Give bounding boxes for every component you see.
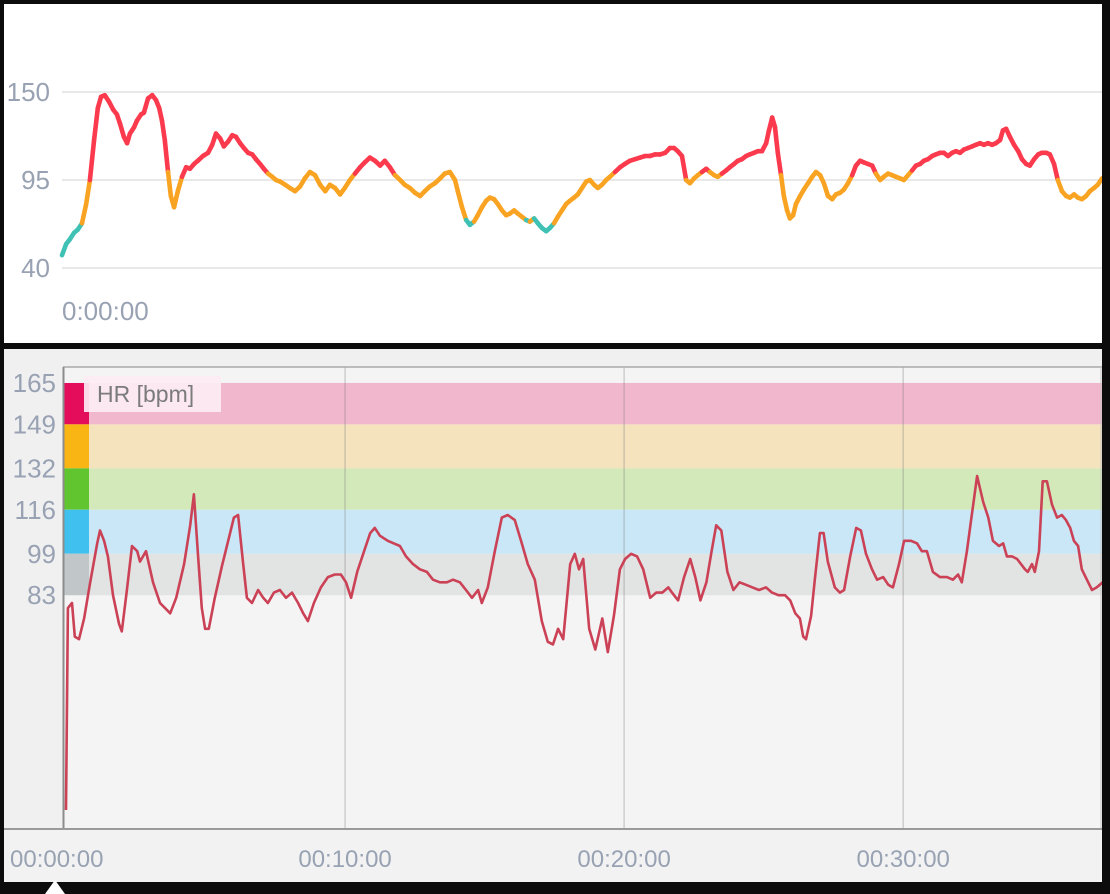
x-tick-label: 00:20:00 [577, 846, 670, 873]
zone-swatch [63, 468, 89, 510]
hr-trace-segment [159, 118, 168, 143]
hr-trace-segment [83, 177, 93, 207]
x-tick-label: 00:10:00 [298, 846, 391, 873]
x-tick-label: 00:00:00 [10, 846, 103, 873]
hr-trace-segment [679, 153, 689, 183]
hr-trace-segment [165, 169, 174, 199]
hr-legend-label: HR [bpm] [84, 376, 221, 412]
zones-chart-panel: 165 149 132 116 99 83 00:00:00 00:10:00 00:20:00… [4, 349, 1102, 882]
hr-trace-segment [162, 137, 171, 175]
y-tick-label: 83 [27, 580, 56, 610]
hr-trace-segment [778, 172, 787, 199]
hr-trace-segment [175, 174, 185, 194]
hr-series-line[interactable] [64, 474, 1102, 811]
y-tick-label: 132 [13, 453, 56, 483]
y-tick-label: 165 [13, 368, 56, 398]
hr-trace-segment [781, 193, 790, 213]
hr-trace-segment [455, 188, 465, 210]
hr-trace-segment [1095, 176, 1102, 188]
hr-trace-segment [87, 137, 97, 183]
hr-trace-segment [141, 96, 151, 116]
hr-trace-segment [79, 201, 89, 226]
hr-trace-segment [1051, 161, 1061, 183]
x-tick-label: 00:30:00 [856, 846, 949, 873]
hr-trace-segment [91, 105, 101, 143]
zone-swatch [63, 553, 89, 596]
hr-trace-segment [171, 188, 181, 210]
overview-chart-panel: 150 95 40 0:00:00 [4, 4, 1102, 343]
zone-band [63, 468, 1102, 510]
zone-band [63, 424, 1102, 469]
y-tick-label: 40 [21, 253, 50, 283]
y-tick-label: 95 [21, 165, 50, 195]
hr-trace-segment [772, 124, 781, 156]
y-tick-label: 99 [27, 539, 56, 569]
hr-trace-segment [775, 150, 784, 178]
zone-band [63, 509, 1102, 554]
hr-zones-chart[interactable]: 165 149 132 116 99 83 00:00:00 00:10:00 00:20:00… [4, 349, 1102, 882]
timeline-slider-handle[interactable] [45, 880, 65, 894]
hr-overview-chart[interactable]: 150 95 40 0:00:00 [4, 4, 1102, 343]
y-tick-label: 116 [15, 495, 56, 525]
zone-swatch [63, 509, 89, 554]
y-tick-label: 150 [7, 77, 50, 107]
x-axis-strip [4, 830, 1102, 882]
zone-swatch [63, 424, 89, 469]
x-tick-label: 0:00:00 [62, 296, 149, 326]
y-tick-label: 149 [13, 409, 56, 439]
zone-band [63, 382, 1102, 425]
